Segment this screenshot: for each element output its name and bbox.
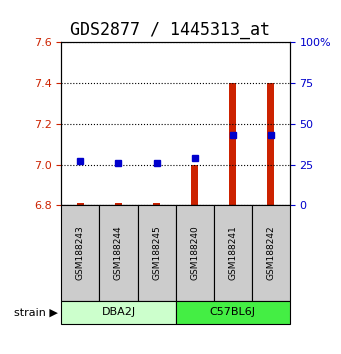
Bar — [191, 165, 198, 205]
Text: C57BL6J: C57BL6J — [210, 307, 256, 318]
Text: GDS2877 / 1445313_at: GDS2877 / 1445313_at — [71, 21, 270, 39]
Bar — [77, 203, 84, 205]
Bar — [267, 83, 274, 205]
Bar — [153, 203, 160, 205]
Text: GSM188240: GSM188240 — [190, 226, 199, 280]
Text: GSM188242: GSM188242 — [266, 226, 275, 280]
Text: GSM188245: GSM188245 — [152, 226, 161, 280]
Text: GSM188241: GSM188241 — [228, 226, 237, 280]
Text: GSM188243: GSM188243 — [76, 226, 85, 280]
Text: DBA2J: DBA2J — [101, 307, 136, 318]
Text: GSM188244: GSM188244 — [114, 226, 123, 280]
Bar — [229, 83, 236, 205]
Bar — [115, 203, 122, 205]
Text: strain ▶: strain ▶ — [14, 307, 58, 318]
